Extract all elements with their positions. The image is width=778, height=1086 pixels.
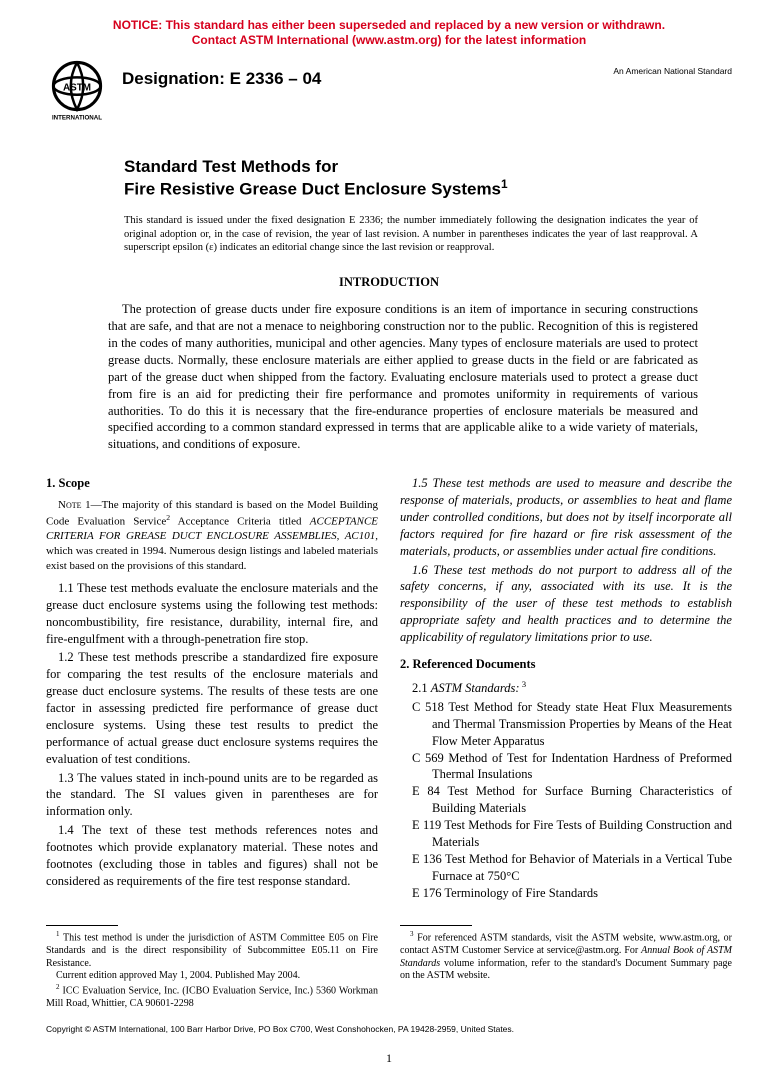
footnote-rule — [400, 925, 472, 926]
scope-1-3: 1.3 The values stated in inch-pound unit… — [46, 770, 378, 821]
title-line-1: Standard Test Methods for — [124, 156, 732, 177]
intro-body: The protection of grease ducts under fir… — [108, 301, 698, 453]
header-row: ASTM INTERNATIONAL Designation: E 2336 –… — [46, 60, 732, 122]
column-right: 1.5 These test methods are used to measu… — [400, 475, 732, 901]
footnote-3: 3 For referenced ASTM standards, visit t… — [400, 930, 732, 982]
ref-item: C 569 Method of Test for Indentation Har… — [400, 750, 732, 784]
scope-1-4: 1.4 The text of these test methods refer… — [46, 822, 378, 890]
ref-item: E 84 Test Method for Surface Burning Cha… — [400, 783, 732, 817]
notice-line-2: Contact ASTM International (www.astm.org… — [192, 33, 586, 47]
issuance-note: This standard is issued under the fixed … — [124, 214, 698, 254]
title-block: Standard Test Methods for Fire Resistive… — [124, 156, 732, 200]
title-line-2: Fire Resistive Grease Duct Enclosure Sys… — [124, 177, 732, 200]
footnote-edition: Current edition approved May 1, 2004. Pu… — [46, 970, 378, 983]
footnote-col-left: 1 This test method is under the jurisdic… — [46, 915, 378, 1010]
footnote-columns: 1 This test method is under the jurisdic… — [46, 915, 732, 1010]
page-number: 1 — [46, 1050, 732, 1066]
svg-text:ASTM: ASTM — [63, 82, 91, 93]
footnote-col-right: 3 For referenced ASTM standards, visit t… — [400, 915, 732, 1010]
ref-item: E 119 Test Methods for Fire Tests of Bui… — [400, 817, 732, 851]
intro-heading: INTRODUCTION — [46, 274, 732, 291]
refs-heading: 2. Referenced Documents — [400, 656, 732, 673]
ref-item: C 518 Test Method for Steady state Heat … — [400, 699, 732, 750]
footnote-1: 1 This test method is under the jurisdic… — [46, 930, 378, 970]
notice-banner: NOTICE: This standard has either been su… — [46, 18, 732, 48]
scope-note-1: Note 1—The majority of this standard is … — [46, 498, 378, 574]
scope-1-5: 1.5 These test methods are used to measu… — [400, 475, 732, 559]
scope-1-1: 1.1 These test methods evaluate the encl… — [46, 580, 378, 648]
astm-logo: ASTM INTERNATIONAL — [46, 60, 108, 122]
svg-text:INTERNATIONAL: INTERNATIONAL — [52, 115, 102, 122]
ref-item: E 176 Terminology of Fire Standards — [400, 885, 732, 902]
body-columns: 1. Scope Note 1—The majority of this sta… — [46, 475, 732, 901]
footnote-2: 2 ICC Evaluation Service, Inc. (ICBO Eva… — [46, 983, 378, 1010]
ref-item: E 136 Test Method for Behavior of Materi… — [400, 851, 732, 885]
notice-line-1: NOTICE: This standard has either been su… — [113, 18, 665, 32]
scope-1-6: 1.6 These test methods do not purport to… — [400, 562, 732, 646]
scope-1-2: 1.2 These test methods prescribe a stand… — [46, 649, 378, 767]
copyright: Copyright © ASTM International, 100 Barr… — [46, 1024, 732, 1035]
refs-subhead: 2.1 ASTM Standards: 3 — [400, 679, 732, 697]
footnote-rule — [46, 925, 118, 926]
designation: Designation: E 2336 – 04 — [122, 68, 321, 91]
page: NOTICE: This standard has either been su… — [0, 0, 778, 1086]
column-left: 1. Scope Note 1—The majority of this sta… — [46, 475, 378, 901]
scope-heading: 1. Scope — [46, 475, 378, 492]
ans-label: An American National Standard — [613, 66, 732, 77]
